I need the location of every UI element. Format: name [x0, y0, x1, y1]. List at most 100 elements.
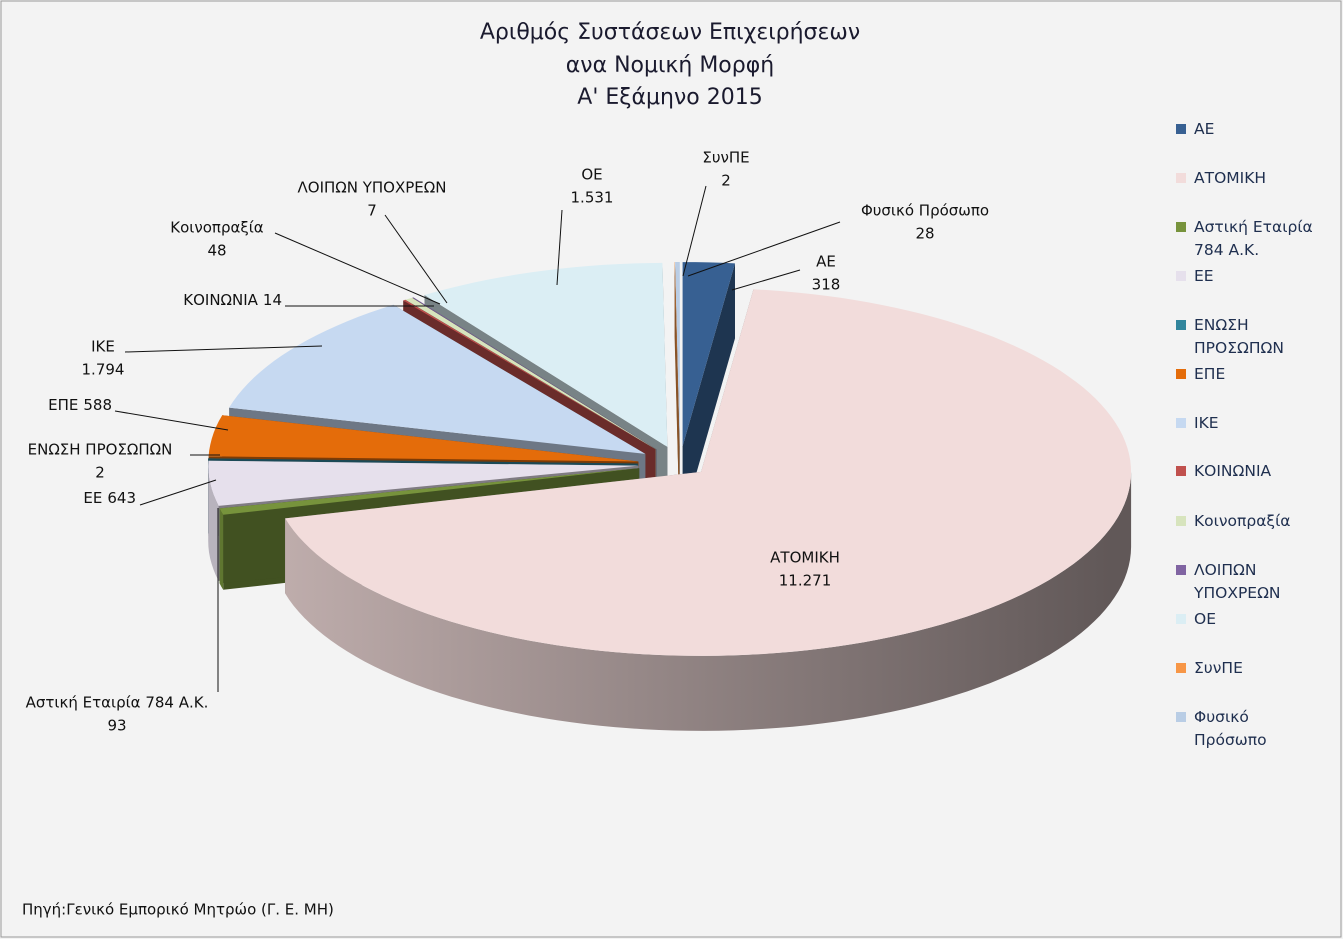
legend-swatch	[1176, 663, 1186, 673]
legend-swatch	[1176, 466, 1186, 476]
label-value: 93	[107, 717, 126, 735]
slice	[208, 415, 639, 462]
legend-item: Αστική Εταιρία 784 Α.Κ.	[1176, 216, 1326, 262]
legend-swatch	[1176, 712, 1186, 722]
legend-item: ΟΕ	[1176, 608, 1326, 631]
label-name: ΑΤΟΜΙΚΗ	[770, 549, 840, 567]
legend-item: ΣυνΠΕ	[1176, 657, 1326, 680]
legend-item: ΕΝΩΣΗ ΠΡΟΣΩΠΩΝ	[1176, 314, 1326, 360]
legend-label: ΙΚΕ	[1194, 414, 1219, 432]
label-value: 7	[367, 202, 377, 220]
legend-swatch	[1176, 173, 1186, 183]
label-value: 28	[915, 225, 934, 243]
legend-swatch	[1176, 124, 1186, 134]
source-note: Πηγή:Γενικό Εμπορικό Μητρώο (Γ. Ε. ΜΗ)	[22, 901, 334, 919]
legend-swatch	[1176, 418, 1186, 428]
leader-line	[556, 209, 563, 286]
label-value: 1.531	[571, 189, 614, 207]
legend-label: Κοινοπραξία	[1194, 512, 1291, 530]
legend-swatch	[1176, 614, 1186, 624]
label-value: 318	[812, 276, 841, 294]
label-value: 643	[107, 489, 136, 507]
legend-swatch	[1176, 222, 1186, 232]
legend-item: Κοινοπραξία	[1176, 510, 1326, 533]
legend-swatch	[1176, 516, 1186, 526]
slice-side	[219, 508, 224, 590]
slice	[682, 262, 735, 447]
label-name: Φυσικό Πρόσωπο	[861, 202, 989, 220]
legend-label: ΑΤΟΜΙΚΗ	[1194, 169, 1267, 187]
slice-edge	[674, 262, 680, 521]
label-name: ΕΝΩΣΗ ΠΡΟΣΩΠΩΝ	[28, 441, 173, 459]
slice	[208, 458, 638, 464]
label-name: ΣυνΠΕ	[702, 149, 749, 167]
slice	[285, 289, 1132, 656]
legend-item: Φυσικό Πρόσωπο	[1176, 706, 1326, 752]
legend-label: ΑΕ	[1194, 120, 1215, 138]
legend-item: ΚΟΙΝΩΝΙΑ	[1176, 460, 1326, 483]
label-value: 1.794	[82, 361, 125, 379]
chart-title: ανα Νομική Μορφή	[566, 53, 774, 78]
slice	[219, 468, 640, 515]
label-value: 48	[207, 242, 226, 260]
slice	[229, 304, 646, 454]
label-name: Αστική Εταιρία 784 Α.Κ.	[26, 694, 209, 712]
leader-line	[114, 410, 229, 431]
slice	[208, 460, 639, 506]
legend-label: ΕΝΩΣΗ ΠΡΟΣΩΠΩΝ	[1194, 316, 1284, 357]
slice	[675, 262, 680, 446]
legend-swatch	[1176, 271, 1186, 281]
slice-edge	[682, 263, 735, 522]
legend-label: Φυσικό Πρόσωπο	[1194, 708, 1267, 749]
legend-label: ΛΟΙΠΩΝ ΥΠΟΧΡΕΩΝ	[1194, 561, 1281, 602]
label-value: 14	[263, 291, 282, 309]
slice	[403, 299, 656, 450]
slice	[674, 262, 680, 446]
legend-label: ΕΠΕ	[1194, 365, 1226, 383]
legend-swatch	[1176, 320, 1186, 330]
label-name: ΚΟΙΝΩΝΙΑ	[183, 291, 258, 309]
label-name: ΛΟΙΠΩΝ ΥΠΟΧΡΕΩΝ	[298, 179, 447, 197]
label-name: ΟΕ	[581, 166, 602, 184]
label-name: Κοινοπραξία	[170, 219, 264, 237]
legend-label: Αστική Εταιρία 784 Α.Κ.	[1194, 218, 1313, 259]
chart-title: Αριθμός Συστάσεων Επιχειρήσεων	[480, 20, 860, 45]
label-value: 11.271	[779, 572, 832, 590]
legend-swatch	[1176, 565, 1186, 575]
legend-item: ΑΤΟΜΙΚΗ	[1176, 167, 1326, 190]
data-label: ΕΕ 643	[83, 489, 136, 507]
leader-line	[687, 221, 841, 277]
leader-line	[274, 232, 441, 305]
leader-line	[731, 269, 801, 291]
data-label: ΕΠΕ 588	[48, 396, 112, 414]
legend-label: ΕΕ	[1194, 267, 1214, 285]
slice	[405, 297, 656, 450]
label-value: 588	[83, 396, 112, 414]
label-name: ΕΕ	[83, 489, 102, 507]
label-name: ΙΚΕ	[91, 338, 115, 356]
legend-label: ΟΕ	[1194, 610, 1216, 628]
legend-item: ΕΕ	[1176, 265, 1326, 288]
legend-item: ΛΟΙΠΩΝ ΥΠΟΧΡΕΩΝ	[1176, 559, 1326, 605]
slice	[412, 297, 657, 450]
label-name: ΑΕ	[816, 253, 836, 271]
label-value: 2	[95, 464, 105, 482]
slice	[424, 262, 668, 447]
legend-label: ΚΟΙΝΩΝΙΑ	[1194, 462, 1272, 480]
leader-line	[384, 214, 448, 304]
slice-side	[285, 471, 1132, 731]
label-value: 2	[721, 172, 731, 190]
legend-item: ΕΠΕ	[1176, 363, 1326, 386]
leader-line	[682, 185, 707, 277]
leader-line	[124, 345, 323, 353]
data-label: ΚΟΙΝΩΝΙΑ 14	[183, 291, 282, 309]
leader-line	[139, 479, 217, 506]
legend-item: ΑΕ	[1176, 118, 1326, 141]
chart-title: Α' Εξάμηνο 2015	[577, 85, 762, 110]
legend-swatch	[1176, 369, 1186, 379]
slice-side	[208, 465, 219, 581]
label-name: ΕΠΕ	[48, 396, 78, 414]
